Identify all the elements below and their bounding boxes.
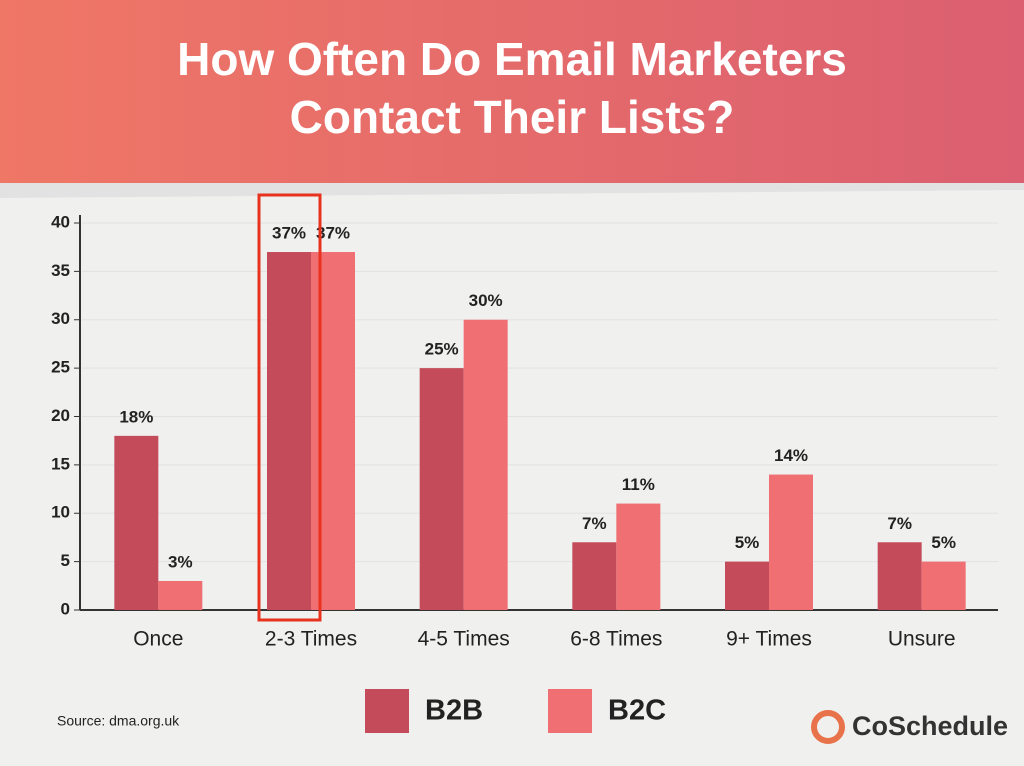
value-label: 37%	[272, 224, 306, 243]
value-label: 7%	[887, 514, 912, 533]
bar	[769, 474, 813, 610]
bar	[311, 252, 355, 610]
header-band	[0, 0, 1024, 183]
legend-label: B2B	[425, 695, 483, 727]
legend-swatch	[365, 689, 409, 733]
y-tick-label: 20	[51, 406, 70, 425]
bar	[158, 580, 203, 610]
x-tick-label: 2-3 Times	[265, 628, 357, 651]
y-tick-label: 0	[61, 599, 70, 618]
value-label: 37%	[316, 224, 350, 243]
x-tick-label: 4-5 Times	[418, 628, 510, 651]
bar	[921, 561, 966, 610]
legend-label: B2C	[608, 695, 666, 727]
brand-logo	[811, 710, 845, 744]
bar	[725, 561, 769, 610]
y-tick-label: 30	[51, 309, 70, 328]
value-label: 7%	[582, 514, 607, 533]
value-label: 3%	[168, 552, 193, 571]
source: Source: dma.org.uk	[57, 713, 180, 729]
value-label: 5%	[931, 533, 956, 552]
highlight-box	[257, 193, 322, 622]
bar	[419, 368, 464, 610]
y-tick-label: 35	[51, 261, 70, 280]
value-label: 25%	[425, 340, 459, 359]
y-tick-label: 10	[51, 503, 70, 522]
value-label: 11%	[622, 475, 655, 494]
x-tick-label: Once	[133, 628, 183, 651]
chart-title: How Often Do Email Marketers Contact The…	[177, 33, 847, 143]
value-label: 30%	[469, 291, 503, 310]
bar	[463, 319, 508, 610]
value-label: 18%	[119, 407, 153, 426]
value-label: 5%	[735, 533, 760, 552]
bar	[877, 542, 922, 610]
bar	[267, 252, 311, 610]
y-tick-label: 40	[51, 212, 70, 231]
y-tick-label: 15	[51, 454, 70, 473]
y-tick-label: 25	[51, 358, 70, 377]
legend-swatch	[548, 689, 592, 733]
header-shadow	[0, 183, 1024, 198]
x-tick-label: Unsure	[888, 628, 956, 651]
x-tick-label: 9+ Times	[726, 628, 812, 651]
bar	[572, 542, 617, 610]
bar	[114, 435, 159, 610]
value-label: 14%	[774, 446, 808, 465]
bar	[616, 503, 661, 610]
x-tick-label: 6-8 Times	[570, 628, 662, 651]
y-tick-label: 5	[61, 551, 70, 570]
brand: CoSchedule	[852, 711, 1008, 741]
